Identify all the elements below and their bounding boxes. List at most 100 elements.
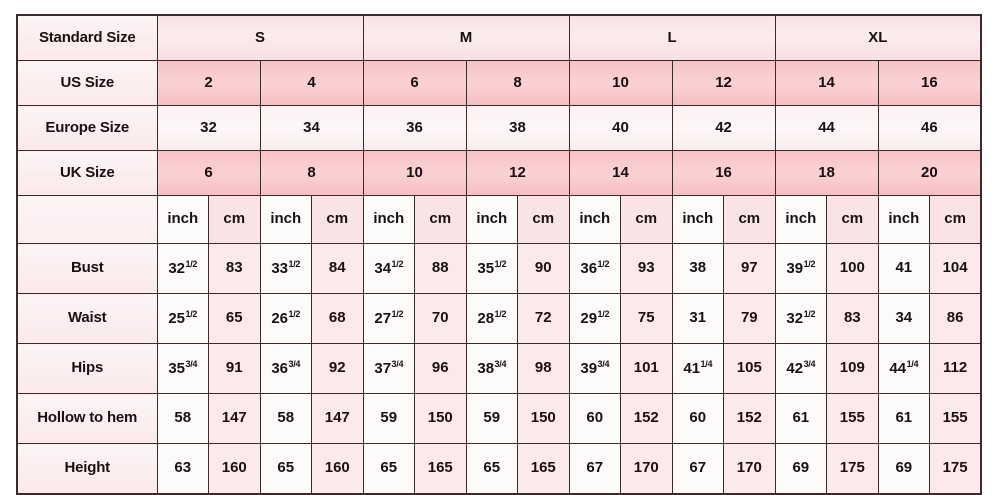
row-label-uk-size: UK Size xyxy=(16,150,158,196)
cell-inch: 363/4 xyxy=(259,343,312,394)
value-fraction: 3/4 xyxy=(391,358,404,369)
cell-cm: 68 xyxy=(311,293,364,344)
cell-inch: 65 xyxy=(259,443,312,495)
value-fraction: 1/2 xyxy=(288,308,301,319)
row-label-hollow-to-hem: Hollow to hem xyxy=(16,393,158,444)
value-whole: 44 xyxy=(889,359,907,377)
value-whole: 42 xyxy=(786,359,804,377)
size-group-m: M xyxy=(362,14,570,61)
cell-inch: 251/2 xyxy=(156,293,209,344)
cell-cm: 155 xyxy=(826,393,879,444)
row-label-europe-size: Europe Size xyxy=(16,105,158,151)
cell-cm: 152 xyxy=(723,393,776,444)
value-whole: 65 xyxy=(380,459,398,477)
unit-header-inch: inch xyxy=(362,195,416,244)
cell-inch: 391/2 xyxy=(774,243,828,294)
cell-cm: 175 xyxy=(929,443,982,495)
cell-inch: 351/2 xyxy=(465,243,519,294)
cell-cm: 104 xyxy=(929,243,982,294)
cell-cm: 86 xyxy=(929,293,982,344)
size-chart-body: Standard Size S M L XL US Size 2 4 6 8 1… xyxy=(16,14,982,495)
unit-header-inch: inch xyxy=(774,195,828,244)
cell-inch: 61 xyxy=(877,393,931,444)
cell-inch: 59 xyxy=(362,393,416,444)
unit-header-cm: cm xyxy=(620,195,673,244)
cell-inch: 321/2 xyxy=(156,243,209,294)
value-fraction: 1/2 xyxy=(391,258,404,269)
value-fraction: 1/2 xyxy=(597,308,610,319)
value-whole: 26 xyxy=(271,309,289,327)
cell-inch: 441/4 xyxy=(877,343,931,394)
cell-inch: 61 xyxy=(774,393,828,444)
value-whole: 59 xyxy=(483,409,501,427)
value-whole: 27 xyxy=(374,309,392,327)
cell-cm: 90 xyxy=(517,243,570,294)
cell-cm: 91 xyxy=(208,343,261,394)
value-fraction: 3/4 xyxy=(185,358,198,369)
us-size-value: 16 xyxy=(877,60,982,106)
unit-header-inch: inch xyxy=(465,195,519,244)
cell-cm: 155 xyxy=(929,393,982,444)
cell-cm: 93 xyxy=(620,243,673,294)
value-whole: 39 xyxy=(580,359,598,377)
value-whole: 59 xyxy=(380,409,398,427)
unit-header-inch: inch xyxy=(568,195,622,244)
unit-header-cm: cm xyxy=(517,195,570,244)
cell-cm: 98 xyxy=(517,343,570,394)
size-chart-table: Standard Size S M L XL US Size 2 4 6 8 1… xyxy=(16,14,983,495)
unit-header-cm: cm xyxy=(929,195,982,244)
value-whole: 35 xyxy=(477,259,495,277)
value-whole: 36 xyxy=(580,259,598,277)
value-whole: 58 xyxy=(277,409,295,427)
cell-cm: 88 xyxy=(414,243,467,294)
cell-inch: 383/4 xyxy=(465,343,519,394)
uk-size-value: 8 xyxy=(259,150,364,196)
cell-inch: 69 xyxy=(774,443,828,495)
value-whole: 39 xyxy=(786,259,804,277)
cell-inch: 60 xyxy=(671,393,725,444)
uk-size-value: 18 xyxy=(774,150,879,196)
value-whole: 33 xyxy=(271,259,289,277)
row-standard-size: Standard Size S M L XL xyxy=(16,14,982,61)
value-whole: 60 xyxy=(689,409,707,427)
cell-cm: 84 xyxy=(311,243,364,294)
cell-cm: 170 xyxy=(723,443,776,495)
table-row: Bust 321/2 83 331/2 84 341/2 88 351/2 90 361/2 93 3… xyxy=(16,243,982,294)
cell-cm: 150 xyxy=(517,393,570,444)
europe-size-value: 42 xyxy=(671,105,776,151)
row-label-height: Height xyxy=(16,443,158,495)
size-group-s: S xyxy=(156,14,364,61)
value-whole: 28 xyxy=(477,309,495,327)
cell-cm: 65 xyxy=(208,293,261,344)
us-size-value: 4 xyxy=(259,60,364,106)
value-whole: 69 xyxy=(792,459,810,477)
cell-inch: 38 xyxy=(671,243,725,294)
us-size-value: 12 xyxy=(671,60,776,106)
unit-header-inch: inch xyxy=(671,195,725,244)
value-fraction: 1/2 xyxy=(185,258,198,269)
europe-size-value: 32 xyxy=(156,105,261,151)
cell-cm: 105 xyxy=(723,343,776,394)
us-size-value: 10 xyxy=(568,60,673,106)
cell-cm: 175 xyxy=(826,443,879,495)
value-whole: 58 xyxy=(174,409,192,427)
cell-inch: 58 xyxy=(156,393,209,444)
value-fraction: 1/2 xyxy=(597,258,610,269)
cell-inch: 271/2 xyxy=(362,293,416,344)
uk-size-value: 20 xyxy=(877,150,982,196)
cell-cm: 75 xyxy=(620,293,673,344)
cell-inch: 69 xyxy=(877,443,931,495)
uk-size-value: 16 xyxy=(671,150,776,196)
cell-inch: 41 xyxy=(877,243,931,294)
cell-cm: 150 xyxy=(414,393,467,444)
cell-inch: 261/2 xyxy=(259,293,312,344)
cell-inch: 393/4 xyxy=(568,343,622,394)
cell-cm: 70 xyxy=(414,293,467,344)
table-row: Height 63 160 65 160 65 165 65 165 67 170 67 170 69 17… xyxy=(16,443,982,495)
europe-size-value: 44 xyxy=(774,105,879,151)
table-row: Hollow to hem 58 147 58 147 59 150 59 150 60 152 60… xyxy=(16,393,982,444)
cell-cm: 100 xyxy=(826,243,879,294)
value-fraction: 1/2 xyxy=(391,308,404,319)
cell-cm: 72 xyxy=(517,293,570,344)
